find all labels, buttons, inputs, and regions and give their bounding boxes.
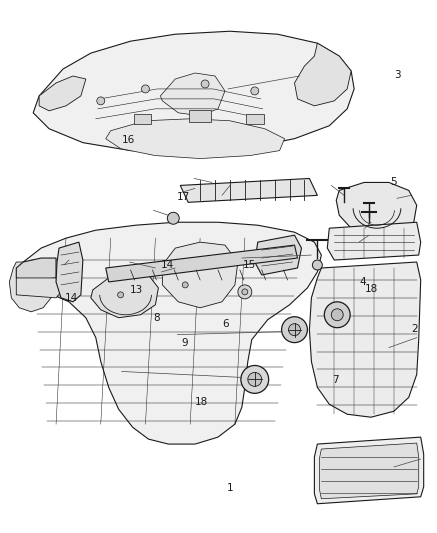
Text: 16: 16 [122,135,135,146]
Circle shape [114,288,128,302]
Polygon shape [255,235,302,275]
Polygon shape [309,262,421,417]
Polygon shape [314,437,424,504]
Polygon shape [39,76,86,111]
Bar [189,110,211,122]
Bar [134,114,152,124]
Polygon shape [16,258,56,280]
Text: 18: 18 [194,397,208,407]
Text: 3: 3 [394,70,401,79]
Circle shape [331,309,343,321]
Polygon shape [336,182,417,235]
Circle shape [241,366,269,393]
Circle shape [142,85,149,93]
Polygon shape [16,222,321,444]
Circle shape [248,373,262,386]
Circle shape [118,292,124,298]
Polygon shape [106,119,284,158]
Text: 6: 6 [222,319,229,329]
Circle shape [251,87,259,95]
Polygon shape [160,73,225,116]
Polygon shape [9,262,53,312]
Text: 5: 5 [390,176,397,187]
Polygon shape [106,245,298,282]
Text: 14: 14 [161,261,174,270]
Circle shape [167,212,179,224]
Text: 8: 8 [153,313,160,324]
Circle shape [97,97,105,105]
Text: 14: 14 [64,293,78,303]
Circle shape [288,324,301,336]
Text: 17: 17 [177,191,191,201]
Text: 7: 7 [332,375,339,385]
Circle shape [178,278,192,292]
Polygon shape [180,179,317,203]
Circle shape [201,80,209,88]
Polygon shape [327,222,421,260]
Polygon shape [319,443,419,499]
Polygon shape [33,31,354,152]
Bar [246,114,264,124]
Text: 15: 15 [243,261,256,270]
Text: 18: 18 [365,284,378,294]
Circle shape [238,285,252,299]
Text: 9: 9 [182,338,188,349]
Polygon shape [295,43,351,106]
Text: 4: 4 [360,277,366,287]
Circle shape [242,289,248,295]
Circle shape [182,282,188,288]
Text: 1: 1 [227,483,234,493]
Polygon shape [163,242,238,308]
Text: 13: 13 [129,285,143,295]
Circle shape [281,317,308,343]
Polygon shape [91,272,158,318]
Polygon shape [56,242,83,302]
Circle shape [324,302,350,328]
Polygon shape [16,278,61,298]
Circle shape [312,260,323,270]
Text: 2: 2 [412,324,418,334]
